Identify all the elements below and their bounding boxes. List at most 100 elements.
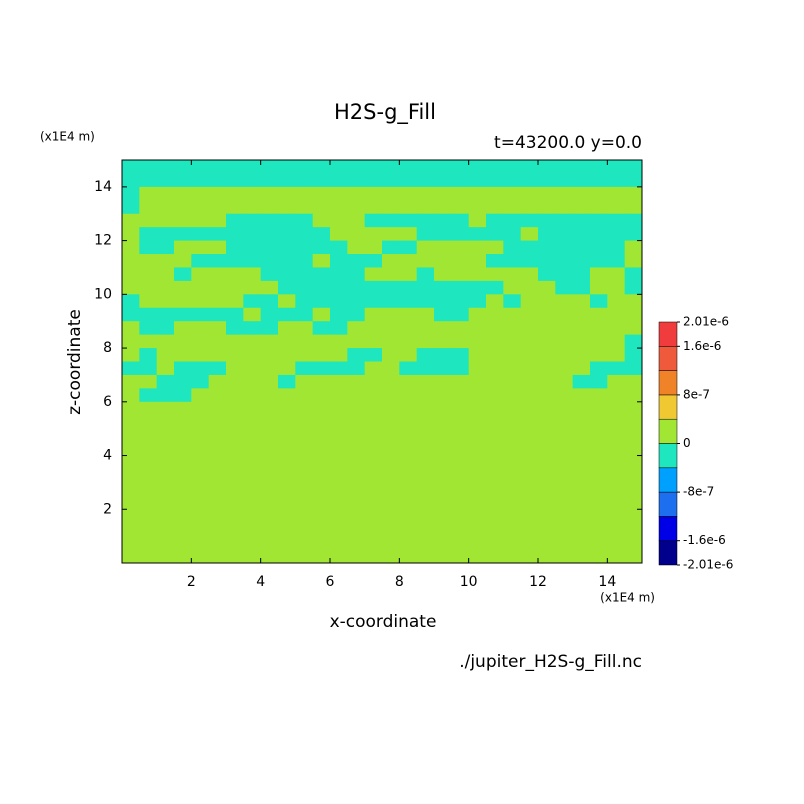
cell xyxy=(243,549,262,564)
cell xyxy=(191,186,210,201)
cell xyxy=(174,334,192,349)
cell xyxy=(330,428,348,443)
cell xyxy=(347,495,366,510)
cell xyxy=(555,267,574,282)
cell xyxy=(364,482,383,497)
colorbar-box xyxy=(658,394,678,420)
cell xyxy=(451,160,470,174)
cell xyxy=(434,200,452,215)
cell xyxy=(174,267,192,282)
cell xyxy=(399,294,418,309)
colorbar-box xyxy=(658,540,678,566)
cell xyxy=(156,280,175,295)
cell xyxy=(468,415,487,430)
cell xyxy=(434,455,452,470)
cell xyxy=(295,509,314,524)
cell xyxy=(174,509,192,524)
cell xyxy=(607,280,626,295)
cell xyxy=(399,388,418,403)
cell xyxy=(468,549,487,564)
cell xyxy=(191,522,210,537)
cell xyxy=(364,294,383,309)
cell xyxy=(520,549,539,564)
cell xyxy=(312,160,331,174)
cell xyxy=(382,415,400,430)
cell xyxy=(416,388,435,403)
cell xyxy=(226,160,244,174)
cell xyxy=(590,160,608,174)
cell xyxy=(243,428,262,443)
cell xyxy=(260,374,279,389)
cell xyxy=(590,348,608,362)
cell xyxy=(312,468,331,483)
y-unit: (x1E4 m) xyxy=(40,130,95,144)
cell xyxy=(174,549,192,564)
cell xyxy=(451,186,470,201)
cell xyxy=(364,468,383,483)
cell xyxy=(555,415,574,430)
cell xyxy=(416,254,435,268)
cell xyxy=(399,307,418,322)
cell xyxy=(243,509,262,524)
cell xyxy=(382,240,400,255)
cell xyxy=(260,213,279,228)
cell xyxy=(330,280,348,295)
cell xyxy=(416,267,435,282)
cell xyxy=(243,482,262,497)
cell xyxy=(312,307,331,322)
cell xyxy=(208,160,227,174)
cell xyxy=(139,536,158,550)
cell xyxy=(347,428,366,443)
cell xyxy=(503,160,522,174)
cell xyxy=(174,442,192,456)
cell xyxy=(139,267,158,282)
cell xyxy=(226,361,244,376)
cell xyxy=(555,442,574,456)
cell xyxy=(364,280,383,295)
cell xyxy=(295,374,314,389)
cell xyxy=(174,401,192,416)
x-tick-label: 10 xyxy=(460,574,478,590)
cell xyxy=(572,536,591,550)
x-tick-label: 8 xyxy=(395,574,404,590)
cell xyxy=(139,334,158,349)
cell xyxy=(468,495,487,510)
cell xyxy=(139,428,158,443)
cell xyxy=(312,549,331,564)
cell xyxy=(538,254,556,268)
cell xyxy=(278,321,296,336)
cell xyxy=(503,254,522,268)
cell xyxy=(260,415,279,430)
cell xyxy=(399,361,418,376)
cell xyxy=(139,455,158,470)
cell xyxy=(399,321,418,336)
cell xyxy=(226,348,244,362)
cell xyxy=(434,415,452,430)
cell xyxy=(607,388,626,403)
cell xyxy=(191,482,210,497)
cell xyxy=(468,468,487,483)
x-axis-label: x-coordinate xyxy=(330,612,437,632)
cell xyxy=(451,173,470,188)
cell xyxy=(226,455,244,470)
cell xyxy=(468,361,487,376)
cell xyxy=(468,455,487,470)
cell xyxy=(330,495,348,510)
cell xyxy=(260,388,279,403)
cell xyxy=(226,280,244,295)
cell xyxy=(572,307,591,322)
cell xyxy=(156,307,175,322)
cell xyxy=(520,455,539,470)
cell xyxy=(278,267,296,282)
cell xyxy=(555,213,574,228)
cell xyxy=(295,495,314,510)
cell xyxy=(226,186,244,201)
cell xyxy=(624,334,643,349)
cell xyxy=(486,509,504,524)
cell xyxy=(382,495,400,510)
cell xyxy=(382,321,400,336)
cell xyxy=(607,334,626,349)
cell xyxy=(572,348,591,362)
cell xyxy=(624,509,643,524)
cell xyxy=(364,186,383,201)
